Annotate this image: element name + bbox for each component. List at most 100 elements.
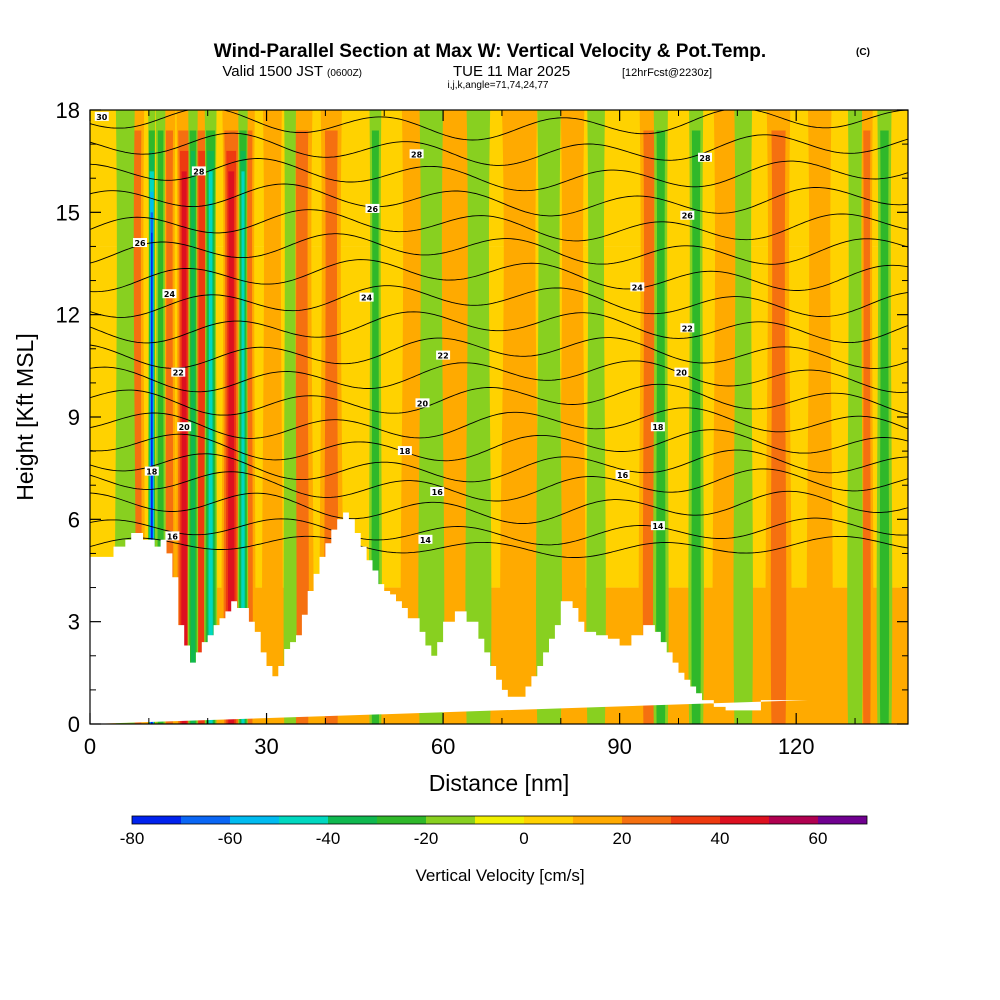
isentrope-label: 20 — [177, 422, 192, 432]
downdraft-band-layer — [208, 171, 213, 724]
y-axis-label: Height [Kft MSL] — [12, 333, 38, 500]
isentrope-label-text: 28 — [411, 150, 423, 159]
title-copyright-mark: (C) — [856, 47, 870, 58]
subtitle-forecast: [12hrFcst@2230z] — [622, 67, 712, 79]
isentrope-label-bg — [162, 289, 177, 299]
isentrope-label: 24 — [359, 292, 374, 303]
isentrope-line — [90, 468, 908, 502]
colorbar-swatch — [328, 816, 377, 824]
colorbar-tick-label: 60 — [809, 829, 828, 848]
isentrope-label-text: 22 — [173, 369, 184, 378]
isentrope-label-bg — [680, 323, 695, 333]
updraft-band-layer — [227, 171, 235, 724]
isentrope-line — [90, 110, 908, 141]
isentrope-label: 26 — [365, 203, 380, 214]
isentrope-line — [90, 449, 908, 483]
isentrope-label: 20 — [415, 398, 430, 408]
downdraft-band-layer — [465, 110, 492, 724]
downdraft-band — [204, 110, 218, 724]
y-tick-label: 12 — [56, 303, 80, 328]
isentrope-line — [90, 337, 908, 369]
isentrope-line — [90, 383, 908, 416]
isentrope-label: 22 — [436, 350, 451, 361]
updraft-band-layer — [294, 130, 309, 724]
isentrope-label-text: 28 — [699, 154, 711, 163]
isentrope-label: 30 — [94, 111, 109, 122]
isentrope-label: 18 — [144, 466, 159, 477]
isentrope-label-text: 16 — [167, 532, 179, 541]
isentrope-label-text: 14 — [420, 536, 432, 545]
isentrope-label-text: 24 — [632, 283, 644, 292]
colorbar-swatch — [230, 816, 279, 824]
isentrope-line — [90, 158, 908, 192]
downdraft-band — [847, 110, 863, 724]
downdraft-band — [688, 110, 704, 724]
isentrope-label: 18 — [650, 422, 665, 432]
isentrope-lines — [90, 110, 908, 558]
isentrope-label: 28 — [191, 166, 206, 176]
isentrope-label-bg — [177, 422, 192, 432]
colorbar-swatch — [524, 816, 573, 824]
colorbar-swatch — [573, 816, 622, 824]
isentrope-label: 16 — [615, 469, 630, 480]
isentrope-label: 22 — [171, 367, 186, 378]
isentrope-line — [90, 183, 908, 217]
isentrope-label: 20 — [674, 367, 689, 378]
isentrope-line — [90, 490, 908, 524]
colorbar-label: Vertical Velocity [cm/s] — [415, 866, 584, 885]
isentrope-label-bg — [415, 398, 430, 408]
x-tick-label: 0 — [84, 734, 96, 759]
y-tick-label: 0 — [68, 712, 80, 737]
downdraft-band — [465, 110, 492, 724]
isentrope-label-bg — [409, 149, 424, 159]
downdraft-band-layer — [418, 110, 445, 724]
isentrope-label-text: 24 — [164, 290, 176, 299]
colorbar-tick-label: -20 — [414, 829, 439, 848]
downdraft-band-layer — [847, 110, 863, 724]
isentrope-line — [90, 132, 908, 166]
colorbar-swatch — [720, 816, 769, 824]
y-tick-label: 9 — [68, 405, 80, 430]
isentrope-label-text: 26 — [367, 205, 379, 214]
isentrope-label-bg — [418, 534, 433, 544]
updraft-band-layer — [806, 110, 833, 724]
updraft-band — [262, 110, 283, 724]
isentrope-line — [90, 209, 908, 242]
colorbar-swatch — [181, 816, 230, 824]
isentrope-label-bg — [94, 111, 109, 121]
y-tick-label: 18 — [56, 98, 80, 123]
isentrope-label-text: 14 — [652, 522, 664, 531]
colorbar-swatch — [377, 816, 426, 824]
updraft-band-layer — [438, 110, 472, 724]
updraft-band-layer — [642, 130, 656, 724]
updraft-band — [438, 110, 472, 724]
downdraft-band — [876, 110, 893, 724]
colorbar-tick-label: -40 — [316, 829, 341, 848]
isentrope-label-text: 28 — [193, 167, 205, 176]
isentrope-label-text: 20 — [676, 369, 688, 378]
velocity-bands — [114, 110, 893, 724]
downdraft-band — [283, 110, 297, 724]
isentrope-label-text: 24 — [361, 294, 373, 303]
isentrope-label: 14 — [418, 534, 433, 545]
isentrope-label-text: 22 — [682, 324, 693, 333]
terrain-fill — [90, 512, 808, 724]
colorbar-tick-label: 0 — [519, 829, 528, 848]
isentrope-label: 16 — [165, 531, 180, 541]
downdraft-band-layer — [733, 110, 753, 724]
updraft-band-layer — [500, 110, 540, 724]
downdraft-band-layer — [283, 110, 297, 724]
isentrope-label-bg — [680, 210, 695, 220]
isentrope-label-bg — [674, 367, 689, 377]
isentrope-label-text: 22 — [438, 352, 449, 361]
isentrope-label-text: 18 — [399, 447, 411, 456]
isentrope-label-bg — [359, 292, 374, 302]
isentrope-label-text: 30 — [96, 113, 108, 122]
isentrope-label-bg — [171, 367, 186, 377]
isentrope-label-bg — [397, 446, 412, 456]
isentrope-label-bg — [191, 166, 206, 176]
isentrope-line — [90, 285, 908, 318]
colorbar-swatch — [769, 816, 818, 824]
isentrope-line — [90, 429, 908, 462]
